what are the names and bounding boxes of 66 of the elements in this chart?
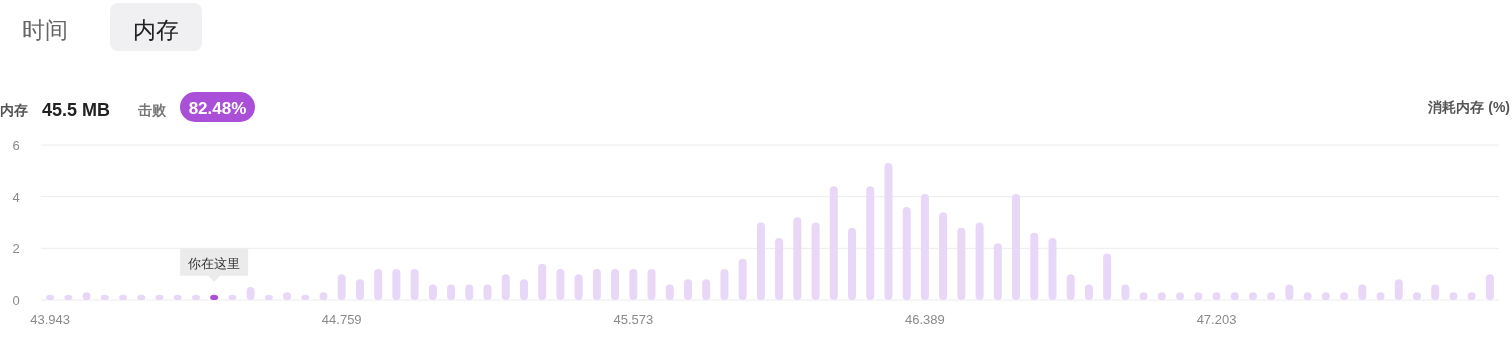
x-tick-label: 47.203 xyxy=(1196,312,1237,327)
bar xyxy=(1285,284,1294,300)
bar xyxy=(702,279,711,300)
bar xyxy=(811,222,820,300)
bar xyxy=(465,284,474,300)
bar xyxy=(647,269,656,300)
bar xyxy=(1084,284,1093,300)
y-tick-label: 0 xyxy=(12,293,20,308)
bar xyxy=(939,212,948,300)
text: 内存 xyxy=(133,17,179,43)
bar xyxy=(738,258,747,300)
bar xyxy=(410,269,419,300)
y-tick-label: 4 xyxy=(12,189,20,205)
bar xyxy=(756,222,765,300)
y-tick-label: 6 xyxy=(12,138,20,153)
bar xyxy=(1121,284,1130,300)
bar xyxy=(556,269,565,300)
bar xyxy=(683,279,692,300)
bar xyxy=(1358,284,1367,300)
bar xyxy=(829,186,838,300)
bar xyxy=(1066,274,1075,300)
bar xyxy=(337,274,346,300)
tooltip-callout: 你在这里 xyxy=(180,248,249,282)
bar xyxy=(355,279,364,300)
bar xyxy=(1030,232,1039,300)
x-tick-label: 46.389 xyxy=(905,312,945,327)
bar xyxy=(392,269,401,300)
annotation: 你在这里 xyxy=(187,255,241,271)
bar xyxy=(665,284,674,300)
x-tick-label: 44.759 xyxy=(321,312,362,327)
bar xyxy=(1394,279,1403,300)
bar xyxy=(629,269,638,300)
bar xyxy=(1431,284,1440,300)
bar xyxy=(519,279,528,300)
bar xyxy=(993,243,1002,300)
bar xyxy=(957,227,966,300)
text: 45.5 MB xyxy=(42,100,111,120)
text: 击败 xyxy=(137,102,167,118)
x-tick-label: 45.573 xyxy=(613,312,654,327)
bar xyxy=(428,284,437,300)
bar xyxy=(592,269,601,300)
bar xyxy=(775,238,784,300)
bar xyxy=(538,263,547,300)
text: 内存 xyxy=(0,102,28,118)
bar xyxy=(501,274,510,300)
bar xyxy=(574,274,583,300)
bar xyxy=(447,284,456,300)
bar xyxy=(1103,253,1112,300)
bar xyxy=(1485,274,1494,300)
y-tick-label: 2 xyxy=(12,241,20,257)
bar xyxy=(611,269,620,300)
x-tick-label: 43.943 xyxy=(30,312,70,327)
bar xyxy=(920,194,929,300)
bar xyxy=(1048,238,1057,300)
text: 时间 xyxy=(22,17,68,43)
bar xyxy=(720,269,729,300)
bar xyxy=(975,222,984,300)
bar xyxy=(793,217,802,300)
bar xyxy=(848,227,857,300)
text: 82.48% xyxy=(188,99,247,118)
bar xyxy=(866,186,875,300)
y-axis-title: 消耗内存 (%) xyxy=(1427,99,1510,115)
bar xyxy=(1012,194,1021,300)
bar xyxy=(884,163,893,300)
bar xyxy=(902,207,911,300)
bar xyxy=(374,269,383,300)
